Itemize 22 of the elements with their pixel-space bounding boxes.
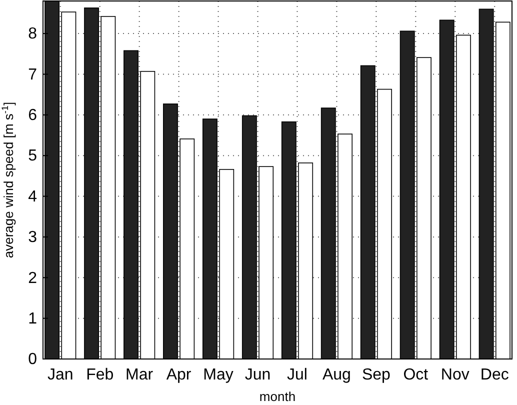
y-tick-label: 3: [28, 229, 38, 246]
y-tick-label: 7: [28, 66, 38, 84]
x-tick-label: Mar: [126, 366, 154, 384]
x-tick-label: Dec: [480, 366, 509, 384]
x-tick-label: Nov: [440, 366, 470, 384]
x-tick-label: Feb: [86, 366, 114, 384]
x-axis-title: month: [259, 389, 296, 404]
y-tick-label: 6: [28, 107, 38, 124]
y-tick-label: 5: [28, 148, 38, 165]
y-tick-label: 8: [28, 26, 38, 43]
x-tick-label: Sep: [362, 366, 391, 384]
x-tick-label: Jul: [287, 366, 308, 384]
y-tick-label: 0: [28, 351, 38, 368]
x-tick-label: May: [203, 366, 234, 384]
y-tick-label: 2: [28, 270, 38, 287]
x-tick-label: Jan: [47, 366, 74, 384]
x-tick-label: Jun: [244, 366, 271, 384]
y-tick-label: 1: [28, 310, 38, 328]
x-tick-label: Aug: [322, 366, 351, 384]
x-tick-label: Apr: [166, 366, 192, 384]
x-tick-label: Oct: [403, 366, 429, 384]
y-tick-label: 4: [28, 188, 38, 206]
